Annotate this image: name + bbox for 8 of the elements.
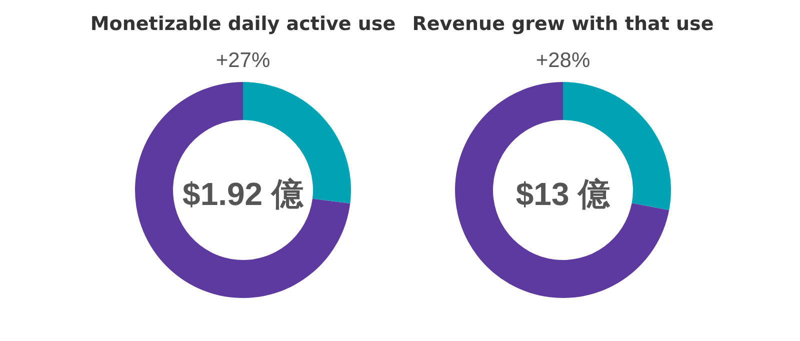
chart-title: Monetizable daily active use bbox=[90, 13, 396, 35]
text: +27% bbox=[216, 49, 270, 72]
text: $1.92 億 bbox=[182, 176, 304, 212]
donut-slice bbox=[455, 82, 670, 298]
donut-slice bbox=[135, 82, 350, 298]
text: +28% bbox=[536, 49, 590, 72]
text: $13 億 bbox=[516, 176, 612, 212]
chart-title: Revenue grew with that use bbox=[412, 13, 714, 35]
